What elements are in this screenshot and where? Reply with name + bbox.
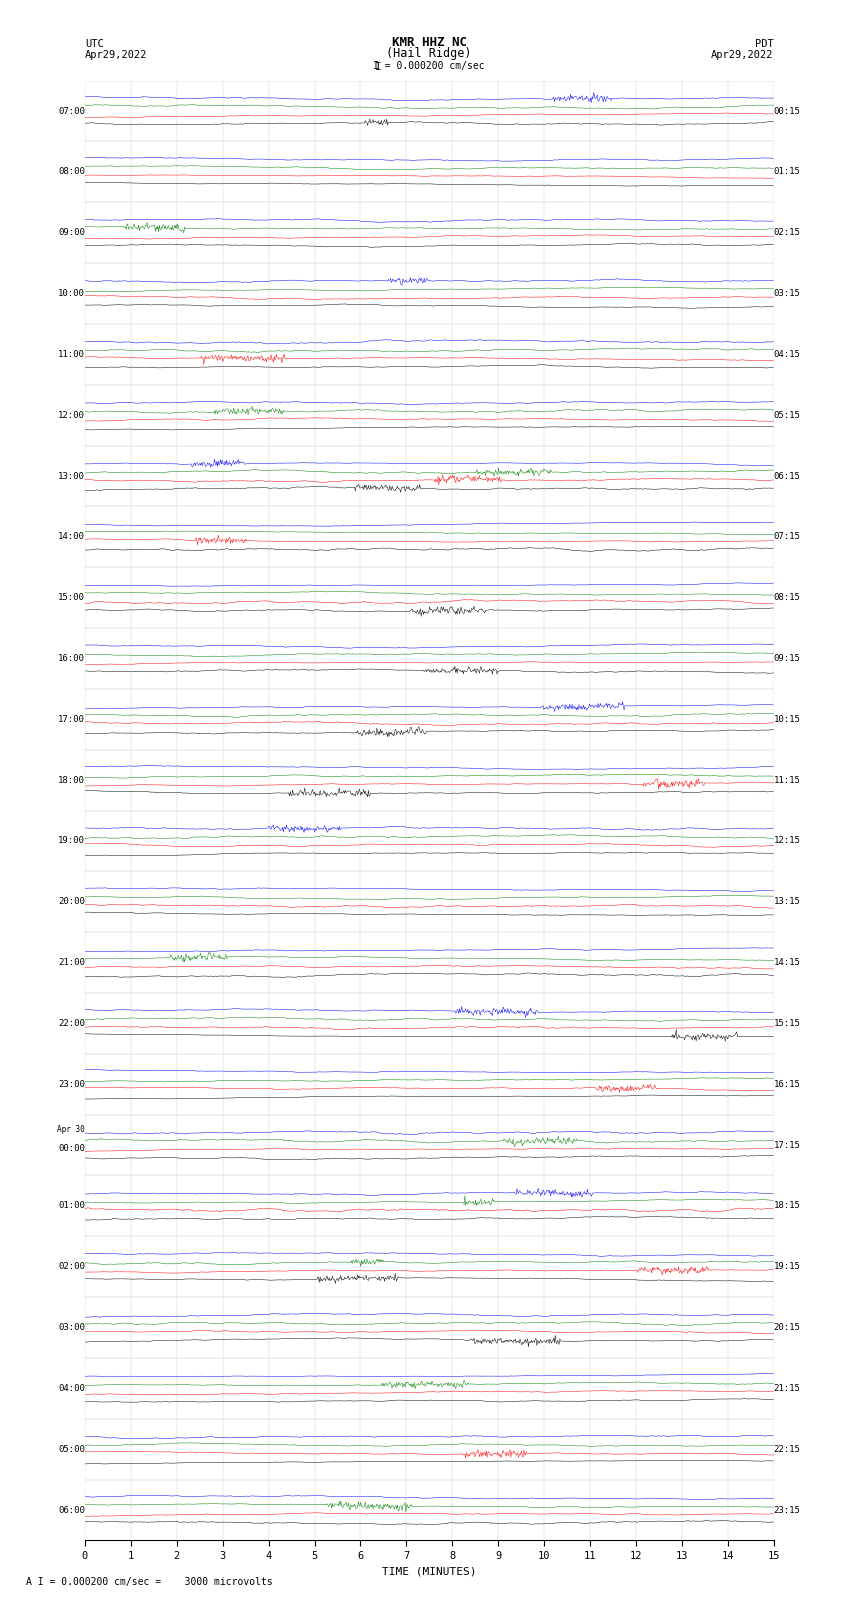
Text: 05:00: 05:00 [58, 1445, 85, 1453]
Text: 18:15: 18:15 [774, 1202, 801, 1210]
Text: 01:00: 01:00 [58, 1202, 85, 1210]
Text: 10:00: 10:00 [58, 289, 85, 298]
Text: 11:00: 11:00 [58, 350, 85, 358]
Text: 18:00: 18:00 [58, 776, 85, 784]
Text: PDT: PDT [755, 39, 774, 50]
Text: 07:00: 07:00 [58, 106, 85, 116]
Text: 17:15: 17:15 [774, 1140, 801, 1150]
Text: 22:15: 22:15 [774, 1445, 801, 1453]
Text: 14:00: 14:00 [58, 532, 85, 542]
Text: 11:15: 11:15 [774, 776, 801, 784]
Text: 16:00: 16:00 [58, 653, 85, 663]
Text: 05:15: 05:15 [774, 411, 801, 419]
Text: 01:15: 01:15 [774, 168, 801, 176]
Text: 19:15: 19:15 [774, 1263, 801, 1271]
Text: 02:00: 02:00 [58, 1263, 85, 1271]
Text: 03:15: 03:15 [774, 289, 801, 298]
Text: 17:00: 17:00 [58, 715, 85, 724]
Text: 00:00: 00:00 [58, 1144, 85, 1153]
Text: 10:15: 10:15 [774, 715, 801, 724]
Text: 20:15: 20:15 [774, 1323, 801, 1332]
Text: 20:00: 20:00 [58, 897, 85, 907]
Text: 06:15: 06:15 [774, 471, 801, 481]
Text: 19:00: 19:00 [58, 837, 85, 845]
Text: Apr29,2022: Apr29,2022 [711, 50, 774, 60]
Text: 13:00: 13:00 [58, 471, 85, 481]
Text: 03:00: 03:00 [58, 1323, 85, 1332]
Text: 04:00: 04:00 [58, 1384, 85, 1394]
Text: 04:15: 04:15 [774, 350, 801, 358]
Text: 08:15: 08:15 [774, 594, 801, 602]
X-axis label: TIME (MINUTES): TIME (MINUTES) [382, 1566, 477, 1576]
Text: 15:00: 15:00 [58, 594, 85, 602]
Text: 21:15: 21:15 [774, 1384, 801, 1394]
Text: I = 0.000200 cm/sec: I = 0.000200 cm/sec [373, 61, 485, 71]
Text: A I = 0.000200 cm/sec =    3000 microvolts: A I = 0.000200 cm/sec = 3000 microvolts [26, 1578, 272, 1587]
Text: 23:15: 23:15 [774, 1505, 801, 1515]
Text: (Hail Ridge): (Hail Ridge) [387, 47, 472, 60]
Text: 21:00: 21:00 [58, 958, 85, 968]
Text: 00:15: 00:15 [774, 106, 801, 116]
Text: 22:00: 22:00 [58, 1019, 85, 1027]
Text: 15:15: 15:15 [774, 1019, 801, 1027]
Text: 09:00: 09:00 [58, 227, 85, 237]
Text: 07:15: 07:15 [774, 532, 801, 542]
Text: 02:15: 02:15 [774, 227, 801, 237]
Text: 14:15: 14:15 [774, 958, 801, 968]
Text: 08:00: 08:00 [58, 168, 85, 176]
Text: 16:15: 16:15 [774, 1079, 801, 1089]
Text: 23:00: 23:00 [58, 1079, 85, 1089]
Text: 12:15: 12:15 [774, 837, 801, 845]
Text: 13:15: 13:15 [774, 897, 801, 907]
Text: I: I [375, 61, 382, 71]
Text: Apr29,2022: Apr29,2022 [85, 50, 148, 60]
Text: 09:15: 09:15 [774, 653, 801, 663]
Text: KMR HHZ NC: KMR HHZ NC [392, 35, 467, 50]
Text: UTC: UTC [85, 39, 104, 50]
Text: Apr 30: Apr 30 [57, 1126, 85, 1134]
Text: 12:00: 12:00 [58, 411, 85, 419]
Text: 06:00: 06:00 [58, 1505, 85, 1515]
